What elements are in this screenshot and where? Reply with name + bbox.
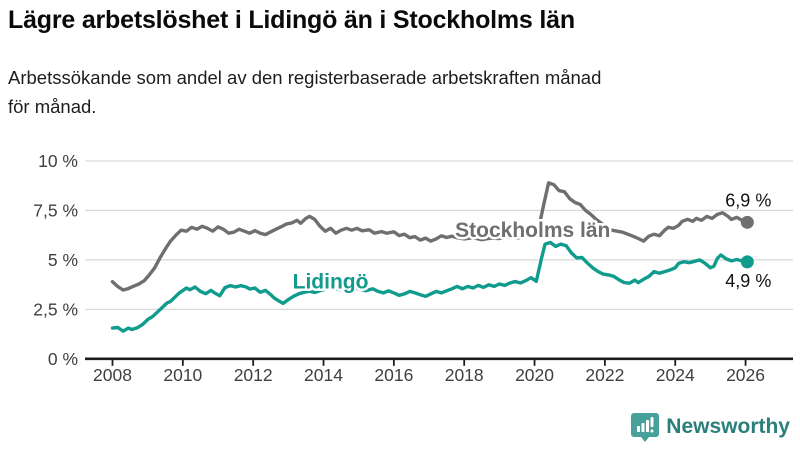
newsworthy-logo[interactable]: Newsworthy (631, 411, 790, 442)
x-tick-label: 2016 (374, 365, 413, 385)
page-title: Lägre arbetslöshet i Lidingö än i Stockh… (8, 6, 575, 34)
newsworthy-wordmark: Newsworthy (666, 414, 790, 438)
x-tick-label: 2012 (234, 365, 273, 385)
bar-chart-speech-bubble-icon (631, 413, 660, 442)
x-tick-label: 2018 (445, 365, 484, 385)
x-tick-label: 2022 (585, 365, 624, 385)
subtitle-line-2: för månad. (8, 95, 97, 117)
x-tick-label: 2024 (656, 365, 695, 385)
x-tick-label: 2026 (726, 365, 765, 385)
x-tick-label: 2010 (163, 365, 202, 385)
x-tick-label: 2020 (515, 365, 554, 385)
series-line-stockholms-l-n (110, 181, 749, 292)
subtitle-line-1: Arbetssökande som andel av den registerb… (8, 67, 602, 88)
series-end-value-label: 6,9 % (725, 190, 771, 210)
x-tick-label: 2008 (93, 365, 132, 385)
series-inline-label: Stockholms län (455, 219, 610, 242)
y-tick-label: 7,5 % (33, 200, 78, 220)
y-tick-label: 5 % (48, 250, 78, 270)
series-line-liding- (110, 240, 749, 333)
x-tick-label: 2014 (304, 365, 343, 385)
y-tick-label: 2,5 % (33, 299, 78, 319)
series-end-dot (740, 215, 754, 229)
y-tick-label: 0 % (48, 349, 78, 369)
series-inline-label: Lidingö (293, 271, 369, 294)
chart-subtitle: Arbetssökande som andel av den registerb… (8, 64, 788, 121)
series-end-dot (740, 255, 754, 269)
series-end-value-label: 4,9 % (725, 271, 771, 291)
y-tick-label: 10 % (38, 151, 78, 171)
